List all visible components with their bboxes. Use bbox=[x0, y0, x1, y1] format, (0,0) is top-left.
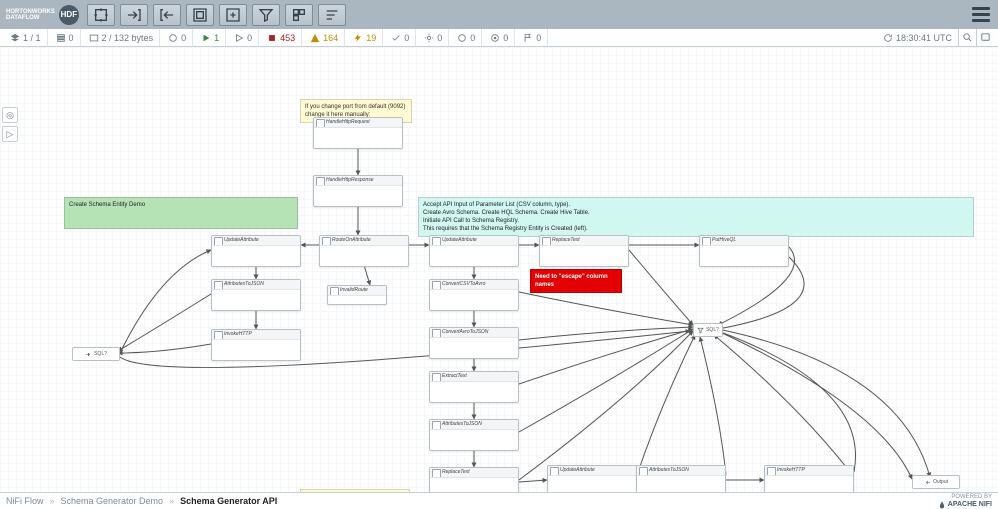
status-flag: 0 bbox=[517, 29, 548, 46]
brand-line2: DATAFLOW bbox=[6, 15, 55, 21]
navigate-button[interactable]: ◎ bbox=[2, 107, 18, 123]
operate-button[interactable]: ▷ bbox=[2, 126, 18, 142]
global-menu-button[interactable] bbox=[970, 4, 992, 26]
output-port[interactable]: Output bbox=[912, 475, 960, 489]
processor-p7[interactable]: UpdateAttribute bbox=[211, 235, 301, 267]
processor-p10[interactable]: ConvertAvroToJSON bbox=[429, 327, 519, 359]
processor-p12[interactable]: AttributesToJSON bbox=[429, 419, 519, 451]
crumb-root[interactable]: NiFi Flow bbox=[6, 496, 44, 506]
status-circle: 0 bbox=[451, 29, 482, 46]
tool-input-port[interactable] bbox=[120, 4, 148, 26]
status-queue: 2 / 132 bytes bbox=[83, 29, 161, 46]
tool-output-port[interactable] bbox=[153, 4, 181, 26]
bulletin-button[interactable] bbox=[976, 29, 994, 47]
status-bolt: 19 bbox=[347, 29, 383, 46]
search-button[interactable] bbox=[958, 29, 976, 47]
brand-line1: HORTONWORKS bbox=[6, 9, 55, 15]
flow-canvas[interactable]: ◎ ▷ If you change port from default (909… bbox=[0, 47, 998, 492]
note-yellow2: I think this replace is not needed Need … bbox=[300, 489, 410, 492]
status-refresh-time: 18:30:41 UTC bbox=[877, 29, 958, 46]
status-layers: 1 / 1 bbox=[4, 29, 48, 46]
processor-p3[interactable]: RouteOnAttribute bbox=[319, 235, 409, 267]
status-bar: 1 / 1 0 2 / 132 bytes 0 1 0 453 164 19 0… bbox=[0, 29, 998, 47]
tool-label[interactable] bbox=[318, 4, 346, 26]
processor-p13[interactable]: ReplaceText bbox=[539, 235, 629, 267]
processor-p16[interactable]: AttributesToJSON bbox=[636, 465, 726, 492]
processor-p14[interactable]: ReplaceText bbox=[429, 467, 519, 492]
processor-p5[interactable]: AttributesToJSON bbox=[211, 279, 301, 311]
status-check: 0 bbox=[385, 29, 416, 46]
status-circle2: 0 bbox=[484, 29, 515, 46]
processor-p17[interactable]: InvokeHTTP bbox=[764, 465, 854, 492]
breadcrumb-bar: NiFi Flow » Schema Generator Demo » Sche… bbox=[0, 492, 998, 509]
processor-p15[interactable]: UpdateAttribute bbox=[547, 465, 637, 492]
status-invalid: 453 bbox=[261, 29, 302, 46]
tool-process-group[interactable] bbox=[186, 4, 214, 26]
note-red1: Need to "escape" column names bbox=[530, 269, 622, 293]
status-stopped: 0 bbox=[228, 29, 259, 46]
tool-funnel[interactable] bbox=[252, 4, 280, 26]
note-cyan: Accept API Input of Parameter List (CSV … bbox=[418, 197, 974, 237]
brand-logo: HORTONWORKS DATAFLOW HDF bbox=[6, 5, 79, 25]
status-transmitting: 0 bbox=[162, 29, 193, 46]
processor-p6[interactable]: InvokeHTTP bbox=[211, 329, 301, 361]
input-port[interactable]: SQL? bbox=[72, 347, 120, 361]
crumb-p1[interactable]: Schema Generator Demo bbox=[61, 496, 164, 506]
status-db: 0 bbox=[50, 29, 81, 46]
processor-p4[interactable]: InvalidRoute bbox=[327, 285, 387, 305]
crumb-p2: Schema Generator API bbox=[180, 496, 277, 506]
tool-template[interactable] bbox=[285, 4, 313, 26]
tool-remote-group[interactable] bbox=[219, 4, 247, 26]
top-toolbar: HORTONWORKS DATAFLOW HDF bbox=[0, 0, 998, 29]
processor-p1[interactable]: HandleHttpRequest bbox=[313, 117, 403, 149]
funnel-node[interactable]: SQL? bbox=[693, 323, 723, 337]
tool-processor[interactable] bbox=[87, 4, 115, 26]
status-sun: 0 bbox=[418, 29, 449, 46]
note-green: Create Schema Entity Demo bbox=[64, 197, 298, 229]
processor-p11[interactable]: ExtractText bbox=[429, 371, 519, 403]
processor-p9[interactable]: ConvertCSVToAvro bbox=[429, 279, 519, 311]
status-running: 1 bbox=[195, 29, 226, 46]
status-warning: 164 bbox=[304, 29, 345, 46]
powered-by: POWERED BY APACHE NIFI bbox=[938, 494, 992, 509]
brand-badge: HDF bbox=[59, 5, 79, 25]
processor-p8[interactable]: UpdateAttribute bbox=[429, 235, 519, 267]
operate-palette: ◎ ▷ bbox=[2, 107, 18, 142]
processor-p2[interactable]: HandleHttpResponse bbox=[313, 175, 403, 207]
processor-p18[interactable]: PutHiveQL bbox=[699, 235, 789, 267]
